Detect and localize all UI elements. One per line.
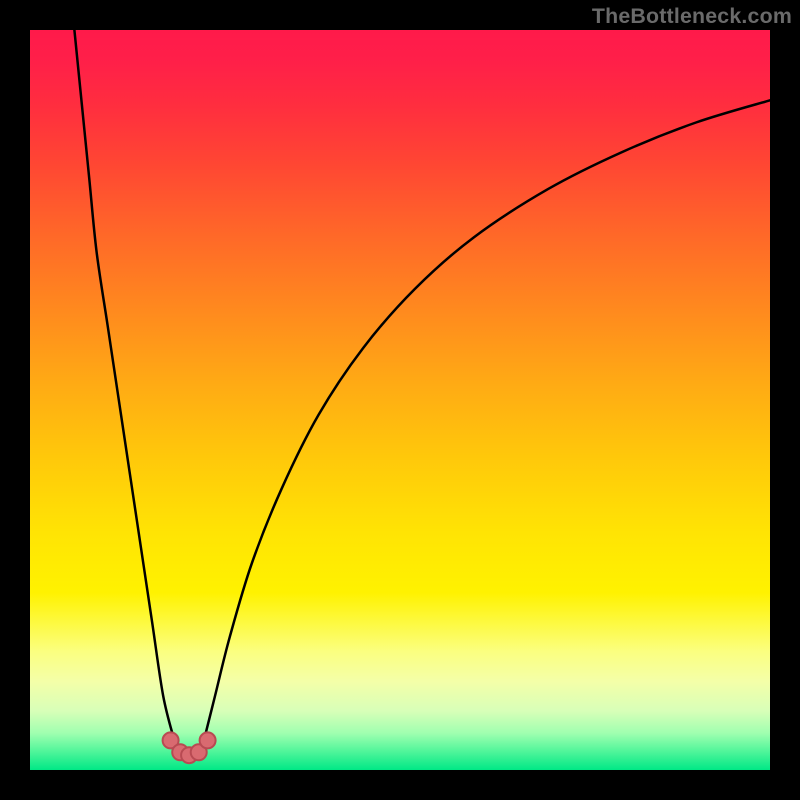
- plot-area: [30, 30, 770, 770]
- watermark-text: TheBottleneck.com: [592, 4, 792, 29]
- chart-svg: [30, 30, 770, 770]
- chart-frame: TheBottleneck.com: [0, 0, 800, 800]
- gradient-background: [30, 30, 770, 770]
- dip-marker: [200, 732, 216, 748]
